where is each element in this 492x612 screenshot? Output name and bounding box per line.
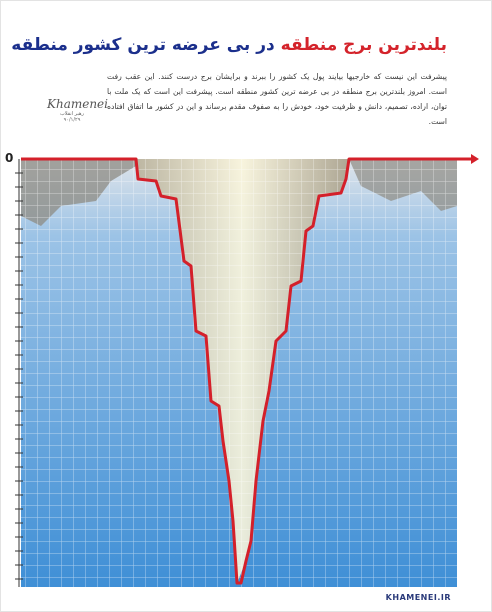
signature-name: Khamenei (47, 97, 108, 111)
title: بلندترین برج منطقه در بی عرضه ترین کشور … (11, 35, 447, 55)
title-blue: در بی عرضه ترین کشور منطقه (11, 35, 275, 55)
signature-source: رهبر انقلاب (60, 111, 84, 117)
axis-ticks (15, 172, 23, 580)
outline (21, 157, 471, 585)
signature-date: ۹۰/۱/۲۹ (63, 117, 81, 123)
zero-label: 0 (5, 151, 14, 165)
logo: KHAMENEI.IR (385, 593, 451, 602)
quote: پیشرفت این نیست که خارجیها بیایند پول یک… (107, 72, 447, 126)
title-red: بلندترین برج منطقه (280, 35, 447, 55)
grid (21, 159, 457, 587)
signature: Khamenei رهبر انقلاب ۹۰/۱/۲۹ (47, 97, 108, 123)
arrow (471, 154, 479, 164)
